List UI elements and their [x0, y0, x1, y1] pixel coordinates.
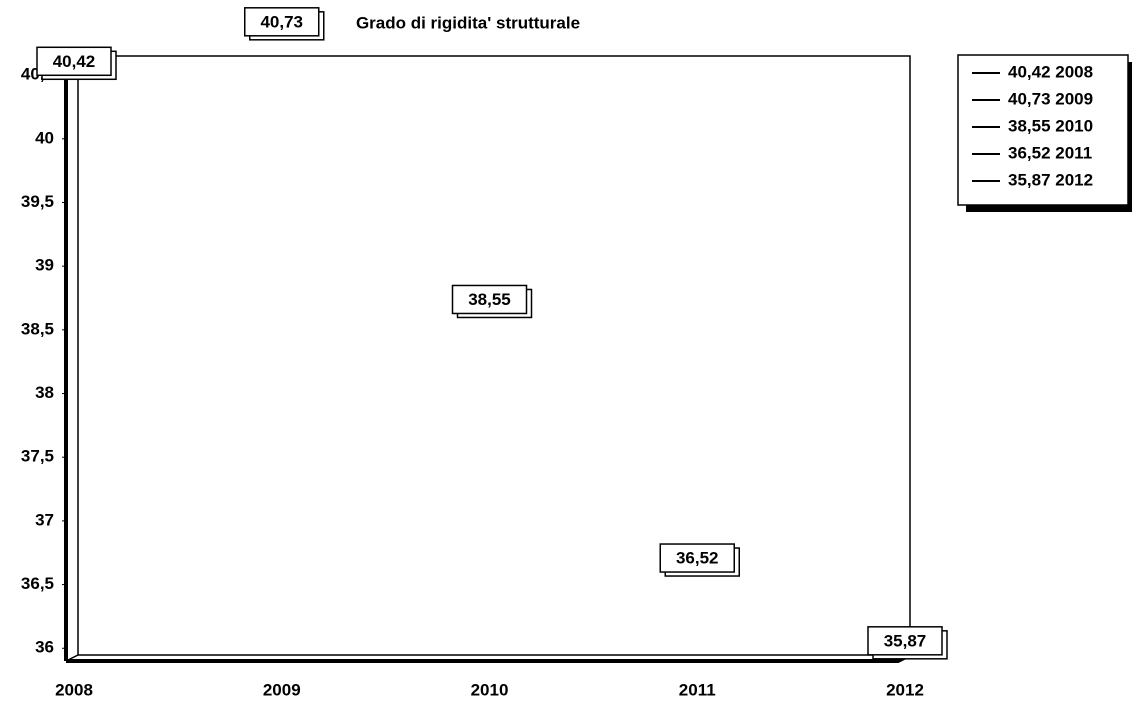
y-tick-label: 39 — [35, 256, 54, 275]
x-tick-label: 2010 — [471, 680, 509, 699]
data-label: 35,87 — [884, 631, 927, 650]
legend-label: 40,42 2008 — [1008, 62, 1093, 81]
legend-label: 38,55 2010 — [1008, 116, 1093, 135]
legend — [957, 54, 1132, 212]
data-label: 36,52 — [676, 549, 719, 568]
data-label: 40,73 — [260, 12, 303, 31]
x-tick-label: 2012 — [886, 680, 924, 699]
data-point — [867, 626, 943, 656]
legend-label: 36,52 2011 — [1008, 143, 1092, 162]
y-tick-label: 38,5 — [21, 319, 54, 338]
data-point — [659, 543, 735, 573]
x-tick-label: 2008 — [55, 680, 93, 699]
x-tick-label: 2009 — [263, 680, 301, 699]
y-tick-label: 37,5 — [21, 447, 54, 466]
data-point — [36, 46, 112, 77]
plot-frame — [64, 54, 911, 663]
data-point — [244, 7, 320, 37]
legend-label: 40,73 2009 — [1008, 89, 1093, 108]
y-tick-label: 38 — [35, 383, 54, 402]
y-tick-label: 36 — [35, 638, 54, 657]
y-tick-label: 36,5 — [21, 574, 54, 593]
data-point — [451, 284, 528, 315]
chart-title: Grado di rigidita' strutturale — [356, 13, 580, 32]
y-tick-label: 37 — [35, 510, 54, 529]
legend-label: 35,87 2012 — [1008, 170, 1093, 189]
data-label: 38,55 — [468, 290, 511, 309]
y-tick-label: 39,5 — [21, 192, 54, 211]
x-tick-label: 2011 — [679, 680, 716, 699]
data-label: 40,42 — [53, 52, 96, 71]
y-tick-label: 40 — [35, 128, 54, 147]
